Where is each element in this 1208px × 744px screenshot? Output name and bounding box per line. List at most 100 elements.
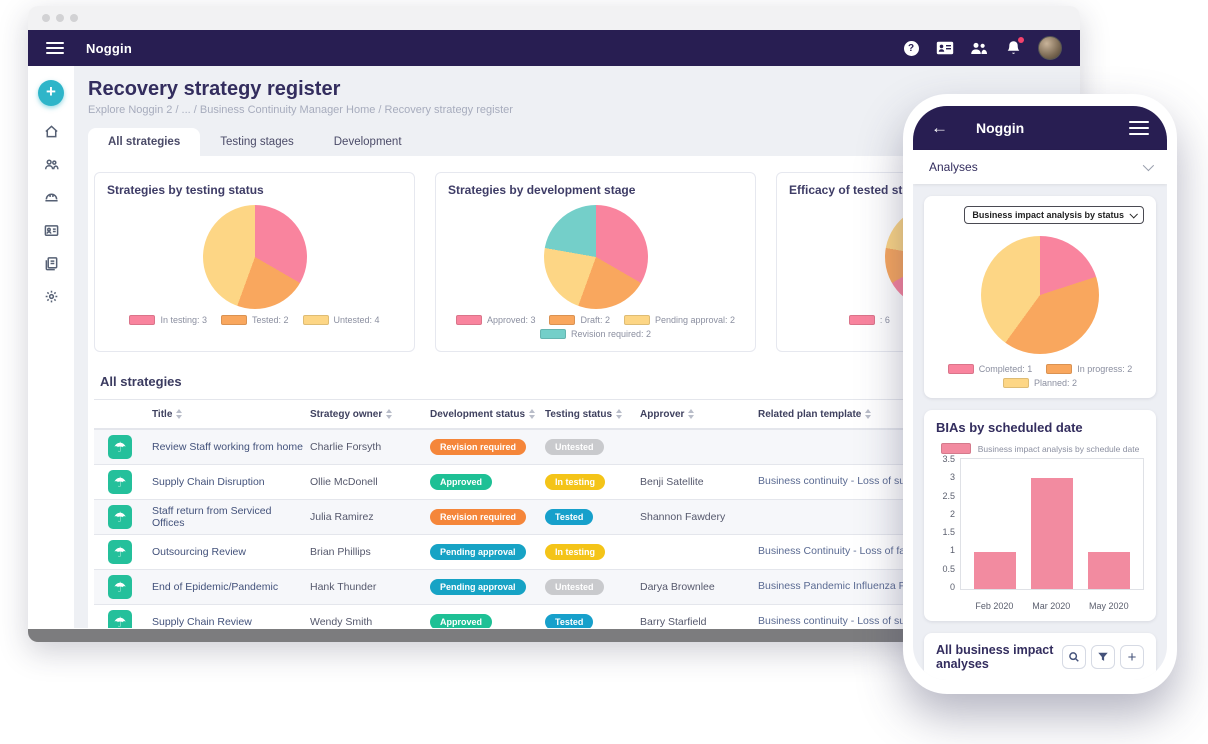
table-row[interactable]: ☂ Staff return from Serviced Offices Jul…	[94, 499, 1080, 534]
table-header-row: Title Strategy owner Development status …	[94, 399, 1080, 429]
back-arrow-icon[interactable]: ←	[931, 118, 948, 137]
row-owner: Brian Phillips	[310, 546, 371, 558]
menu-icon[interactable]	[1129, 117, 1149, 139]
notifications-bell-icon[interactable]	[1004, 37, 1024, 57]
dev-status-badge: Pending approval	[430, 544, 526, 560]
window-bottom-bar	[28, 629, 1080, 642]
mobile-brand: Noggin	[976, 120, 1025, 136]
legend-swatch	[1002, 378, 1029, 388]
legend-label: : 6	[879, 315, 890, 325]
chart-title: Strategies by development stage	[448, 183, 636, 197]
column-header-title[interactable]: Title	[152, 404, 310, 425]
bar-feb-2020[interactable]	[974, 551, 1017, 589]
dev-status-badge: Revision required	[430, 509, 527, 525]
plot-area	[960, 458, 1144, 590]
filter-button[interactable]	[1091, 645, 1115, 669]
dev-status-badge: Revision required	[430, 439, 527, 455]
test-status-badge: In testing	[545, 544, 605, 560]
mobile-nav-bar[interactable]: Analyses	[913, 150, 1167, 184]
chevron-down-icon	[1129, 210, 1138, 219]
pie-chart-bia-status[interactable]	[981, 236, 1099, 354]
legend-swatch	[455, 315, 482, 325]
app-topbar: Noggin ?	[28, 30, 1080, 66]
brand-logo: Noggin	[86, 40, 132, 56]
chevron-down-icon[interactable]	[1142, 159, 1155, 172]
tab-testing-stages[interactable]: Testing stages	[220, 136, 294, 148]
breadcrumb[interactable]: Explore Noggin 2 / ... / Business Contin…	[88, 104, 513, 116]
menu-icon[interactable]	[46, 39, 64, 57]
help-icon[interactable]: ?	[902, 39, 920, 57]
page-title: Recovery strategy register	[88, 78, 341, 100]
settings-gear-icon[interactable]	[43, 288, 59, 304]
pie-chart-testing-status[interactable]	[202, 205, 307, 309]
search-button[interactable]	[1062, 645, 1086, 669]
notification-badge	[1018, 37, 1024, 43]
column-header-owner[interactable]: Strategy owner	[310, 404, 430, 425]
pie-chart-development-stage[interactable]	[543, 205, 648, 309]
window-control-dot[interactable]	[56, 14, 64, 22]
row-title[interactable]: Supply Chain Disruption	[152, 476, 265, 488]
legend-label: In progress: 2	[1077, 364, 1133, 374]
row-title[interactable]: Staff return from Serviced Offices	[152, 505, 272, 529]
chart-card-testing-status: Strategies by testing status In testing:…	[94, 172, 415, 352]
dev-status-badge: Approved	[430, 614, 493, 628]
strategy-umbrella-icon: ☂	[108, 540, 132, 564]
tab-bar: All strategies Testing stages Developmen…	[88, 128, 1080, 156]
test-status-badge: Tested	[545, 509, 594, 525]
row-title[interactable]: Supply Chain Review	[152, 616, 252, 628]
mobile-bar-chart-card: BIAs by scheduled date Business impact a…	[924, 410, 1156, 621]
mobile-header: ← Noggin	[913, 106, 1167, 150]
x-tick-label: Mar 2020	[1032, 601, 1071, 611]
row-title[interactable]: End of Epidemic/Pandemic	[152, 581, 279, 593]
row-approver: Benji Satellite	[640, 476, 704, 488]
legend-label: Draft: 2	[580, 315, 610, 325]
hard-hat-icon[interactable]	[43, 189, 59, 205]
window-control-dot[interactable]	[42, 14, 50, 22]
column-header-dev-status[interactable]: Development status	[430, 404, 545, 425]
row-title[interactable]: Review Staff working from home	[152, 441, 303, 453]
documents-icon[interactable]	[43, 255, 59, 271]
column-header-plan[interactable]: Related plan template	[758, 404, 1074, 425]
legend-label: Business impact analysis by schedule dat…	[977, 443, 1140, 454]
bar-chart-legend: Business impact analysis by schedule dat…	[936, 443, 1144, 454]
legend-label: Revision required: 2	[570, 329, 652, 339]
people-icon[interactable]	[43, 156, 59, 172]
dev-status-badge: Approved	[430, 474, 493, 490]
tab-all-strategies[interactable]: All strategies	[88, 128, 201, 156]
legend-label: Planned: 2	[1033, 378, 1078, 388]
x-tick-label: May 2020	[1089, 601, 1129, 611]
row-approver	[640, 547, 758, 557]
legend-swatch	[940, 443, 971, 454]
row-title[interactable]: Outsourcing Review	[152, 546, 246, 558]
legend-label: Tested: 2	[251, 315, 289, 325]
y-axis: 3.5 3 2.5 2 1.5 1 0.5 0	[942, 454, 955, 592]
legend-label: Pending approval: 2	[655, 315, 736, 325]
column-header-test-status[interactable]: Testing status	[545, 404, 640, 425]
add-button[interactable]: +	[1120, 645, 1144, 669]
chart-legend: Approved: 3 Draft: 2 Pending approval: 2…	[448, 315, 743, 339]
row-owner: Julia Ramirez	[310, 511, 374, 523]
row-approver: Barry Starfield	[640, 616, 707, 628]
test-status-badge: In testing	[545, 474, 605, 490]
chart-legend: In testing: 3 Tested: 2 Untested: 4	[107, 315, 402, 325]
home-icon[interactable]	[43, 123, 59, 139]
legend-label: Approved: 3	[486, 315, 536, 325]
chart-type-select[interactable]: Business impact analysis by status	[964, 206, 1144, 224]
column-header-approver[interactable]: Approver	[640, 404, 758, 425]
window-control-dot[interactable]	[70, 14, 78, 22]
left-sidebar: +	[28, 66, 74, 628]
people-icon[interactable]	[970, 39, 988, 57]
dev-status-badge: Pending approval	[430, 579, 526, 595]
test-status-badge: Untested	[545, 579, 604, 595]
row-owner: Hank Thunder	[310, 581, 377, 593]
bar-mar-2020[interactable]	[1030, 477, 1073, 589]
add-new-button[interactable]: +	[38, 80, 64, 106]
mobile-device-frame: ← Noggin Analyses Business impact analys…	[903, 94, 1177, 694]
bar-may-2020[interactable]	[1087, 551, 1130, 589]
chart-legend: Completed: 1 In progress: 2 Planned: 2	[936, 364, 1144, 388]
contact-card-icon[interactable]	[936, 39, 954, 57]
bar-chart-title: BIAs by scheduled date	[936, 420, 1083, 435]
tab-development[interactable]: Development	[333, 136, 402, 148]
user-avatar[interactable]	[1038, 36, 1062, 60]
contact-card-icon[interactable]	[43, 222, 59, 238]
